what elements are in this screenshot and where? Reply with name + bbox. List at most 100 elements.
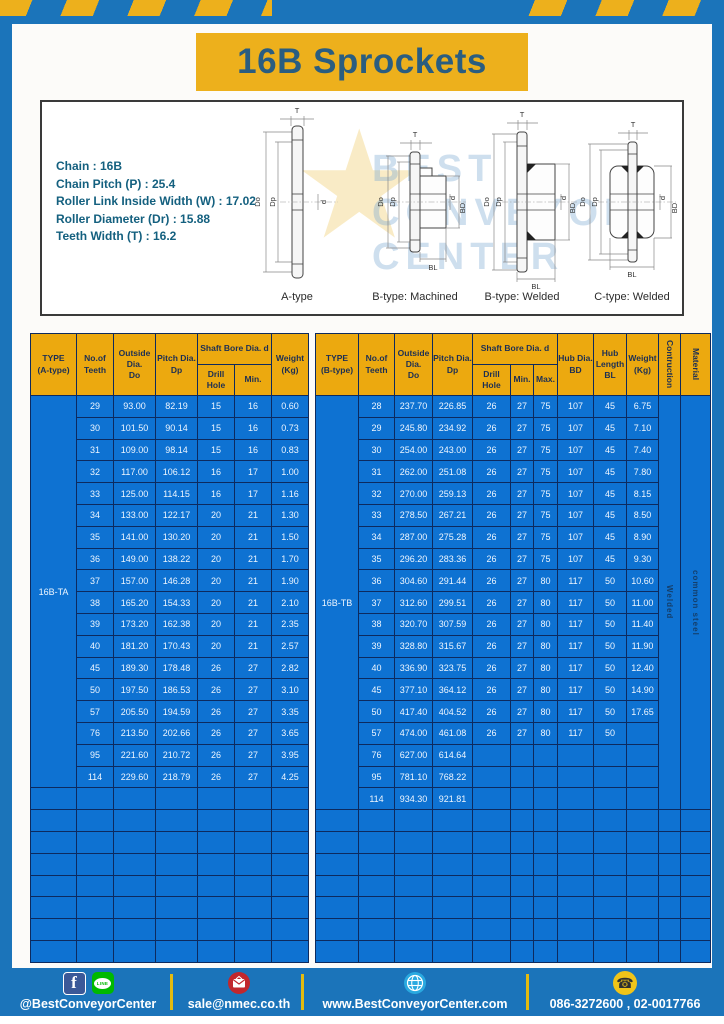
data-cell <box>557 765 595 789</box>
data-cell: 75 <box>532 503 559 527</box>
header-teeth: No.of Teeth <box>76 333 114 396</box>
data-cell: 304.60 <box>394 569 433 593</box>
empty-cell <box>358 830 395 854</box>
svg-text:Dp: Dp <box>590 197 599 207</box>
data-cell: 218.79 <box>155 765 198 789</box>
empty-cell <box>472 852 511 876</box>
phone-numbers: 086-3272600 , 02-0017766 <box>549 997 701 1011</box>
data-cell: 93.00 <box>113 395 156 418</box>
data-cell: 80 <box>532 700 559 723</box>
data-cell <box>593 765 628 789</box>
empty-cell <box>658 918 682 941</box>
data-cell: 336.90 <box>394 656 433 680</box>
header-material: Material <box>680 333 712 396</box>
data-cell: 8.90 <box>626 525 660 549</box>
data-cell: 141.00 <box>113 525 156 549</box>
data-cell: 80 <box>532 569 559 593</box>
empty-cell <box>155 809 198 832</box>
svg-text:Do: Do <box>376 197 385 207</box>
empty-cell <box>658 830 682 854</box>
empty-cell <box>197 830 235 854</box>
empty-cell <box>680 809 712 832</box>
empty-cell <box>680 874 712 898</box>
data-cell: 20 <box>197 634 235 658</box>
empty-cell <box>197 787 235 811</box>
data-cell <box>510 787 534 811</box>
data-cell: 106.12 <box>155 460 198 484</box>
empty-cell <box>30 874 77 898</box>
empty-cell <box>557 939 595 963</box>
data-cell: 3.65 <box>271 721 310 745</box>
data-cell: 40 <box>76 634 114 658</box>
data-cell <box>626 787 660 811</box>
empty-cell <box>557 852 595 876</box>
svg-text:Do: Do <box>578 197 587 207</box>
sprocket-table-a: TYPE (A-type) No.of Teeth Outside Dia. D… <box>30 333 310 963</box>
empty-cell <box>472 918 511 941</box>
data-cell <box>593 787 628 811</box>
empty-cell <box>593 830 628 854</box>
empty-cell <box>233 809 273 832</box>
data-cell: 117 <box>557 569 595 593</box>
data-cell: 117 <box>557 591 595 614</box>
data-cell: 50 <box>593 700 628 723</box>
empty-cell <box>432 896 473 920</box>
facebook-icon: f <box>62 971 86 995</box>
data-cell: 26 <box>472 612 511 636</box>
empty-cell <box>432 874 473 898</box>
empty-cell <box>593 852 628 876</box>
data-cell: 107 <box>557 547 595 571</box>
empty-cell <box>76 830 114 854</box>
data-cell <box>532 765 559 789</box>
header-type-b: TYPE (B-type) <box>315 333 359 396</box>
data-cell: 178.48 <box>155 656 198 680</box>
svg-text:Do: Do <box>253 197 262 207</box>
data-cell: 20 <box>197 612 235 636</box>
data-cell: 26 <box>472 416 511 440</box>
data-cell: 45 <box>593 395 628 418</box>
data-cell: 45 <box>593 547 628 571</box>
data-cell: 162.38 <box>155 612 198 636</box>
data-cell: 27 <box>510 395 534 418</box>
data-cell: 36 <box>358 569 395 593</box>
empty-cell <box>155 830 198 854</box>
empty-cell <box>197 939 235 963</box>
data-cell: 291.44 <box>432 569 473 593</box>
drawing-c-type-welded: T Do Dp d BD BL <box>578 120 679 279</box>
data-cell: 107 <box>557 460 595 484</box>
data-cell <box>510 765 534 789</box>
drawing-b-type-machined: T Do Dp d BD BL <box>376 130 467 272</box>
data-cell: 80 <box>532 656 559 680</box>
header-outside-dia: Outside Dia. Do <box>113 333 156 396</box>
data-cell: 16 <box>197 460 235 484</box>
data-cell: 31 <box>358 460 395 484</box>
data-cell: 45 <box>593 460 628 484</box>
data-cell: 417.40 <box>394 700 433 723</box>
data-cell: 26 <box>472 460 511 484</box>
footer-divider <box>301 974 304 1010</box>
data-cell: 4.25 <box>271 765 310 789</box>
empty-cell <box>315 874 359 898</box>
empty-cell <box>271 896 310 920</box>
empty-cell <box>394 896 433 920</box>
data-cell: 614.64 <box>432 743 473 767</box>
empty-cell <box>626 918 660 941</box>
empty-cell <box>593 896 628 920</box>
data-cell: 138.22 <box>155 547 198 571</box>
svg-text:d: d <box>559 196 568 200</box>
data-cell: 90.14 <box>155 416 198 440</box>
empty-cell <box>315 852 359 876</box>
data-cell: 114.15 <box>155 482 198 505</box>
data-cell: 26 <box>472 700 511 723</box>
type-merged-cell: 16B-TA <box>30 394 77 789</box>
data-cell: 14.90 <box>626 678 660 702</box>
empty-cell <box>557 874 595 898</box>
data-cell: 328.80 <box>394 634 433 658</box>
data-cell: 27 <box>233 743 273 767</box>
empty-cell <box>233 939 273 963</box>
data-cell: 26 <box>197 721 235 745</box>
type-label-b-welded: B-type: Welded <box>484 291 560 303</box>
data-cell: 32 <box>76 460 114 484</box>
data-cell <box>557 787 595 811</box>
empty-cell <box>510 918 534 941</box>
